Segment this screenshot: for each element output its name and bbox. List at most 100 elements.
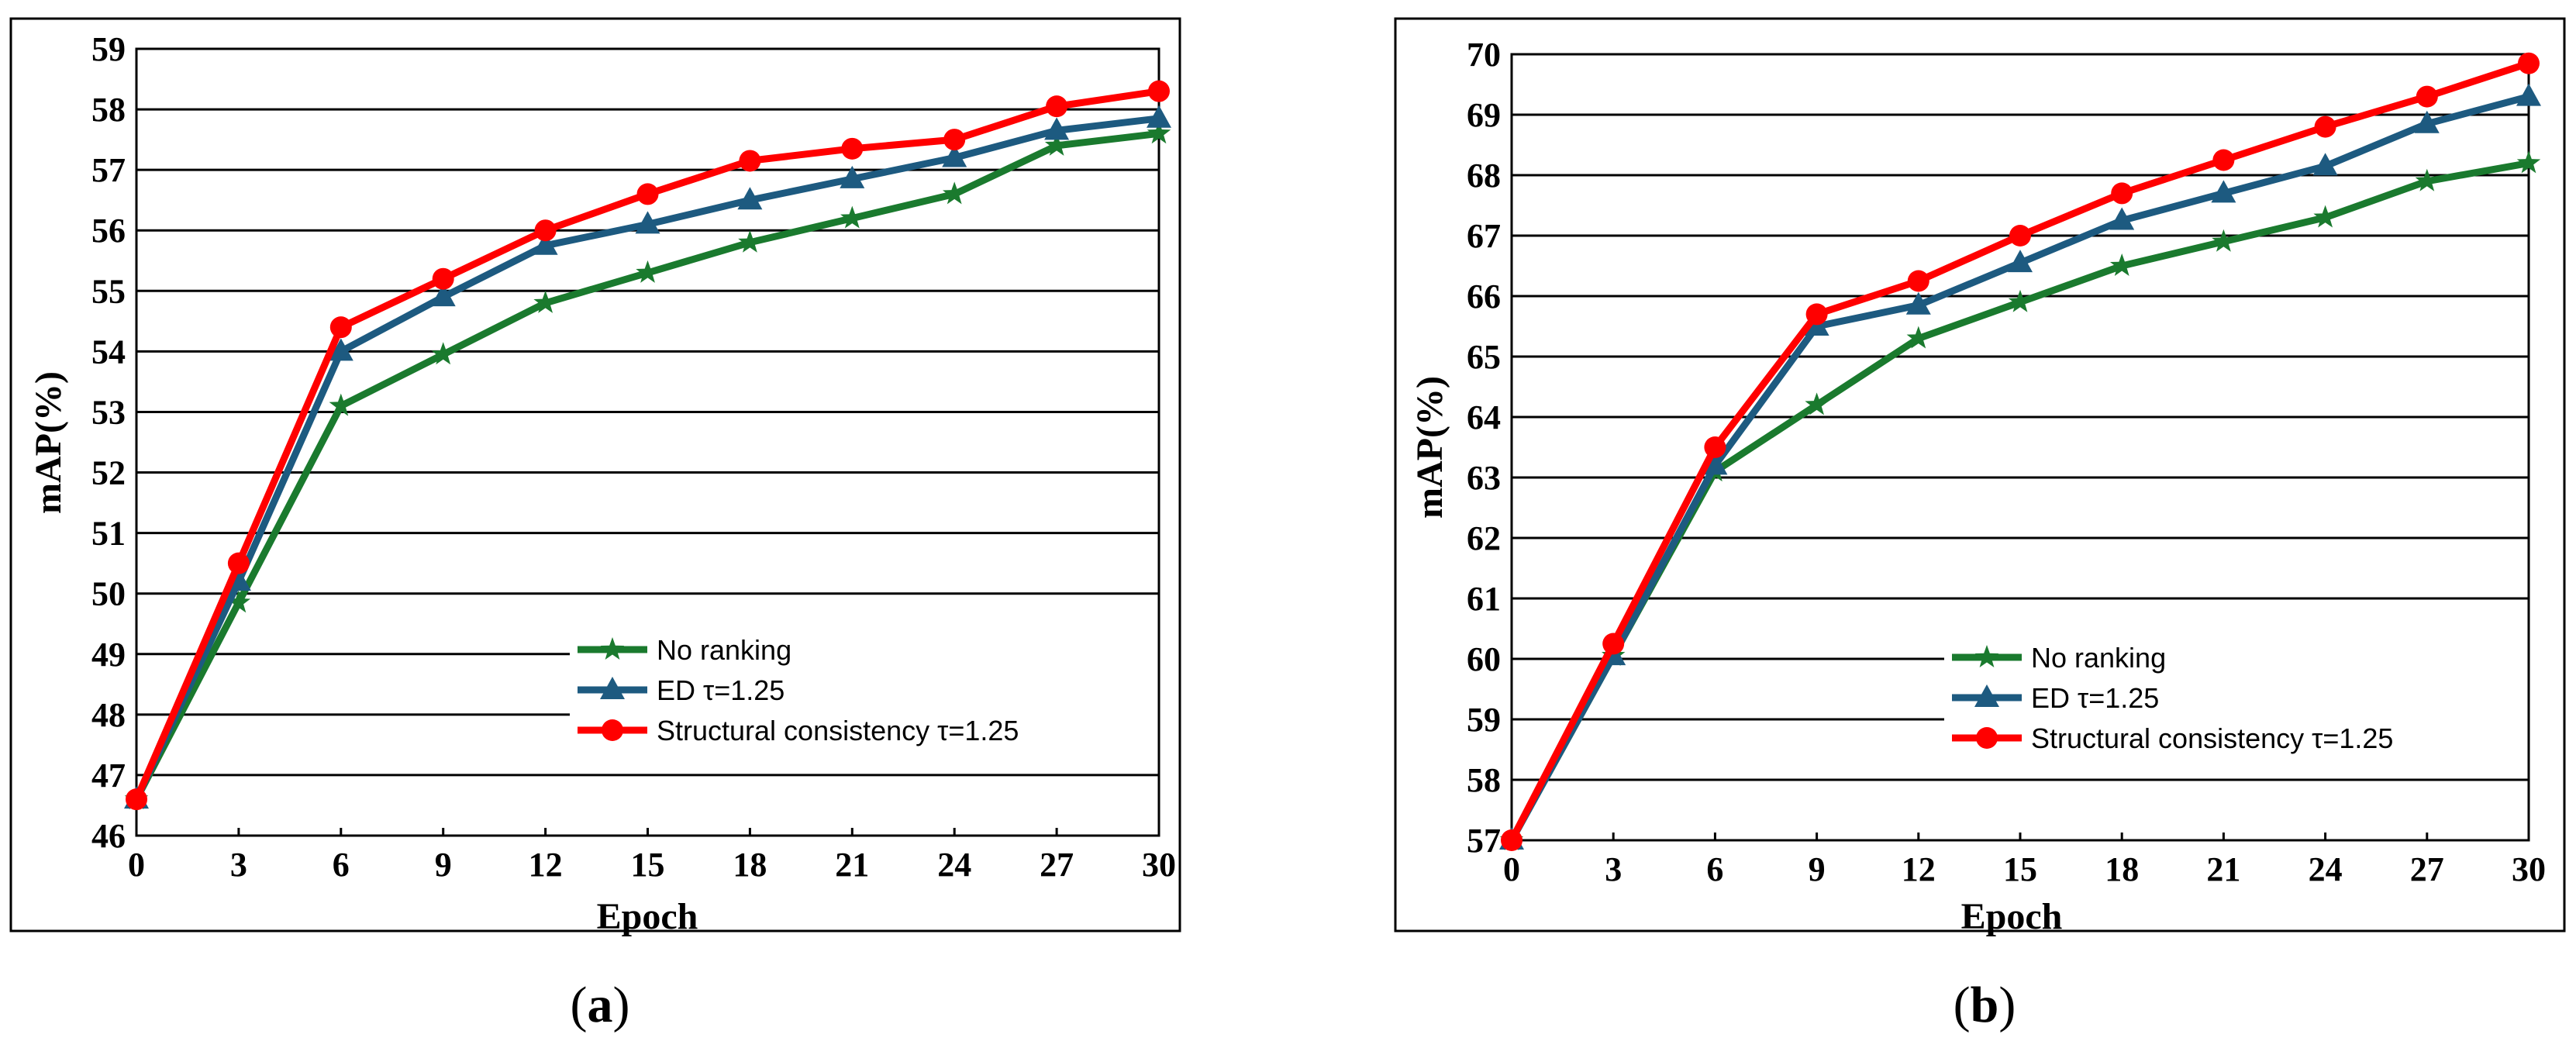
x-tick-label: 21 [2206,850,2240,888]
data-point [1501,829,1522,851]
data-point [738,229,762,253]
y-tick-label: 52 [91,454,126,492]
legend-label: Structural consistency τ=1.25 [657,715,1019,746]
data-point [2312,153,2338,176]
legend: No ranking ED τ=1.25 Structural consistenc… [1952,642,2393,754]
data-point [1046,95,1068,118]
data-point [431,342,455,365]
data-point [534,219,557,242]
data-point [533,232,558,255]
data-point [2109,253,2134,276]
legend-label: No ranking [2031,642,2166,674]
x-tick-label: 15 [2003,850,2037,888]
data-point [1148,80,1170,102]
y-tick-label: 57 [1467,822,1501,860]
data-point [2313,205,2337,228]
data-point [2009,225,2031,246]
data-point [227,552,250,574]
x-tick-label: 6 [333,846,350,884]
data-point [329,316,352,339]
caption-open: ( [571,977,588,1033]
data-point [2314,115,2336,138]
legend-marker [602,719,623,741]
x-tick-label: 9 [435,846,452,884]
y-tick-label: 63 [1467,459,1501,497]
y-tick-label: 56 [91,212,126,250]
plot-area [135,47,1160,837]
x-tick-label: 3 [1605,850,1622,888]
x-tick-label: 12 [529,846,563,884]
data-point [430,284,456,307]
series-no-ranking [124,121,1171,810]
data-point [739,150,761,172]
data-point [1907,270,1929,292]
data-point [1704,436,1726,458]
x-tick-label: 18 [2105,850,2139,888]
data-point [1805,392,1829,415]
caption-open: ( [1954,977,1971,1033]
data-point [636,183,659,205]
panel-frame [1394,17,2566,933]
y-axis-title: mAP(%) [1409,376,1450,519]
y-tick-label: 50 [91,575,126,613]
caption-letter: a [588,977,613,1033]
data-point [943,129,966,151]
data-point [2212,229,2236,252]
x-axis-title: Epoch [1961,896,2063,937]
x-tick-label: 24 [2309,850,2343,888]
data-point [328,338,353,361]
data-point [329,393,353,416]
data-point [2516,83,2541,106]
y-tick-label: 49 [91,636,126,674]
y-tick-label: 53 [91,393,126,431]
data-point [2008,289,2033,312]
data-point [1906,326,1931,349]
legend-item: No ranking [1952,642,2166,674]
legend-label: ED τ=1.25 [657,674,785,706]
y-tick-label: 55 [91,272,126,310]
data-point [2211,180,2236,203]
panel-frame [9,17,1181,933]
y-tick-label: 67 [1467,217,1501,255]
y-tick-label: 65 [1467,338,1501,376]
x-tick-label: 21 [835,846,869,884]
x-tick-label: 18 [733,846,767,884]
data-point [1044,133,1069,156]
x-tick-label: 0 [1503,850,1520,888]
x-tick-label: 27 [2410,850,2444,888]
y-tick-label: 60 [1467,640,1501,678]
x-axis-title: Epoch [597,896,698,937]
x-tick-label: 3 [230,846,247,884]
legend-item: No ranking [578,634,791,666]
y-tick-label: 57 [91,151,126,189]
y-tick-label: 51 [91,515,126,553]
series-structural [1501,52,2540,851]
data-point [533,290,557,313]
data-point [1905,291,1931,315]
legend-marker [1974,645,1999,667]
y-axis-title: mAP(%) [28,371,69,514]
x-tick-label: 0 [128,846,145,884]
y-tick-label: 54 [91,333,126,371]
data-point [2109,207,2135,230]
data-point [1602,633,1625,655]
data-point [635,211,660,234]
data-point [2416,85,2438,108]
y-tick-label: 47 [91,757,126,795]
legend-marker [600,637,625,660]
plot-area [1510,53,2530,842]
data-point [2516,150,2541,174]
x-tick-label: 15 [631,846,665,884]
data-point [1147,105,1171,128]
data-point [1702,452,1728,475]
caption-letter: b [1971,977,1999,1033]
legend-label: No ranking [657,634,791,666]
x-tick-label: 6 [1706,850,1723,888]
x-tick-label: 30 [2512,850,2546,888]
legend-marker [1974,684,1999,707]
data-point [2212,149,2235,171]
chart-panel-a: 46 47 48 49 50 51 52 53 54 55 56 57 58 59 0 3 6 9 12 15 18 21… [9,17,1181,1033]
y-tick-label: 70 [1467,36,1501,74]
